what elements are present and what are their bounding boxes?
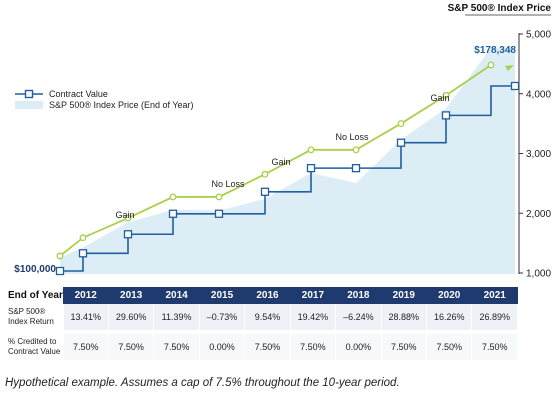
table-year-header: 2020 — [426, 287, 472, 304]
annotation-label: Gain — [115, 210, 134, 220]
start-value-label: $100,000 — [14, 264, 56, 275]
gain-trend-point — [352, 146, 360, 154]
gain-trend-point — [442, 91, 450, 99]
right-axis-tick-label: 2,000 — [526, 209, 551, 220]
table-cell: 7.50% — [63, 330, 109, 360]
table-year-header: 2015 — [199, 287, 245, 304]
table-cell: 7.50% — [153, 330, 200, 360]
contract-value-marker — [168, 209, 178, 218]
table-row-credited: % Credited to Contract Value 7.50% 7.50% 7… — [5, 330, 518, 360]
returns-table: End of Year 2012 2013 2014 2015 2016 2017 2018… — [5, 287, 518, 360]
table-cell: 28.88% — [381, 304, 428, 332]
contract-value-marker — [214, 209, 224, 218]
table-year-header: 2018 — [335, 287, 382, 304]
right-axis-tick-label: 1,000 — [526, 269, 551, 280]
table-cell: 19.42% — [290, 304, 337, 332]
gain-trend-point — [307, 146, 315, 154]
contract-value-marker — [396, 138, 406, 147]
table-header-label: End of Year — [5, 287, 63, 304]
legend-contract-marker — [24, 89, 34, 99]
annotation-label: Gain — [271, 157, 290, 167]
gain-trend-point — [487, 61, 495, 69]
table-cell: –6.24% — [335, 304, 382, 332]
legend: Contract Value S&P 500® Index Price (End… — [15, 89, 194, 110]
table-year-header: 2014 — [153, 287, 200, 304]
legend-contract-label: Contract Value — [49, 89, 108, 99]
table-cell: 7.50% — [471, 330, 518, 360]
table-cell: 9.54% — [244, 304, 291, 332]
table-year-header: 2017 — [290, 287, 336, 304]
right-axis-tick-label: 5,000 — [526, 30, 551, 41]
caption: Hypothetical example. Assumes a cap of 7… — [5, 377, 400, 389]
table-year-header: 2012 — [63, 287, 109, 304]
table-year-header: 2019 — [381, 287, 427, 304]
gain-trend-point — [56, 252, 64, 260]
annotation-label: No Loss — [335, 132, 369, 142]
gain-trend-point — [169, 193, 177, 201]
table-cell: 11.39% — [153, 304, 200, 332]
legend-sp500-swatch — [15, 101, 43, 109]
table-cell: 0.00% — [199, 330, 246, 360]
gain-trend-point — [261, 170, 269, 178]
gain-trend-point — [215, 193, 223, 201]
chart: 5,000 4,000 3,000 2,000 1,000 S&P 500® Index… — [14, 3, 552, 280]
contract-value-line — [60, 85, 515, 272]
gain-trend-point — [79, 234, 87, 242]
contract-value-marker — [510, 81, 520, 91]
contract-value-marker — [78, 249, 88, 258]
table-year-header: 2021 — [471, 287, 518, 304]
gain-arrowhead — [505, 65, 514, 71]
end-value-label: $178,348 — [474, 45, 516, 56]
right-axis-tick-label: 4,000 — [526, 89, 551, 100]
row-label-index-return: S&P 500® Index Return — [5, 304, 64, 332]
gain-trend-point — [124, 214, 132, 222]
table-cell: 7.50% — [381, 330, 428, 360]
legend-sp500-label: S&P 500® Index Price (End of Year) — [49, 100, 194, 110]
contract-value-marker — [260, 187, 270, 196]
annotation-label: Gain — [430, 93, 449, 103]
row-label-credited: % Credited to Contract Value — [5, 330, 64, 360]
table-cell: 7.50% — [108, 330, 155, 360]
table-year-header: 2013 — [108, 287, 154, 304]
table-cell: 29.60% — [108, 304, 155, 332]
right-axis-tick-label: 3,000 — [526, 149, 551, 160]
contract-value-marker — [306, 163, 316, 173]
table-cell: –0.73% — [199, 304, 246, 332]
right-axis-title: S&P 500® Index Price — [448, 3, 552, 14]
contract-value-marker — [441, 111, 451, 120]
table-header-row: End of Year 2012 2013 2014 2015 2016 2017 2018… — [5, 287, 518, 304]
table-cell: 16.26% — [426, 304, 473, 332]
contract-value-marker — [123, 230, 133, 239]
table-cell: 7.50% — [426, 330, 473, 360]
table-cell: 13.41% — [63, 304, 109, 332]
table-cell: 26.89% — [471, 304, 518, 332]
table-cell: 7.50% — [244, 330, 291, 360]
annotation-label: No Loss — [211, 179, 245, 189]
table-year-header: 2016 — [244, 287, 291, 304]
table-row-index-return: S&P 500® Index Return 13.41% 29.60% 11.39%… — [5, 304, 518, 332]
gain-trend-point — [397, 120, 405, 128]
table-cell: 7.50% — [290, 330, 337, 360]
contract-value-marker — [351, 163, 361, 173]
table-cell: 0.00% — [335, 330, 382, 360]
contract-value-marker — [55, 266, 65, 276]
